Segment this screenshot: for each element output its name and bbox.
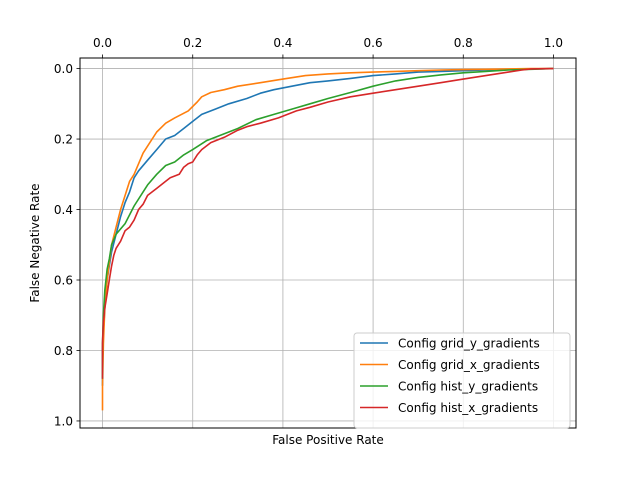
y-axis-label: False Negative Rate [28,183,42,302]
x-tick-label: 0.2 [183,36,202,50]
series-lines [101,67,554,411]
x-tick-label: 0.4 [273,36,292,50]
y-tick-label: 0.6 [54,274,73,288]
x-tick-label: 0.0 [93,36,112,50]
y-axis-ticks: 0.0 0.2 0.4 0.6 0.8 1.0 [54,62,80,428]
y-tick-label: 0.8 [54,344,73,358]
plot-frame [79,57,577,429]
x-axis-label: False Positive Rate [272,433,384,447]
legend-box [353,332,571,429]
x-tick-label: 1.0 [544,36,563,50]
legend-label: Config grid_y_gradients [398,337,540,351]
series-line-4 [101,67,554,379]
legend-label: Config hist_y_gradients [398,380,538,394]
grid-lines [80,58,576,428]
y-tick-label: 0.4 [54,203,73,217]
x-tick-label: 0.6 [364,36,383,50]
series-line-1 [101,67,554,386]
legend-label: Config hist_x_gradients [398,401,538,415]
y-tick-label: 1.0 [54,414,73,428]
legend-label: Config grid_x_gradients [398,358,540,372]
x-axis-ticks: 0.0 0.2 0.4 0.6 0.8 1.0 [93,36,563,58]
y-tick-label: 0.2 [54,133,73,147]
x-tick-label: 0.8 [454,36,473,50]
series-line-3 [101,67,554,379]
y-tick-label: 0.0 [54,62,73,76]
legend: Config grid_y_gradients Config grid_x_gra… [353,332,571,429]
